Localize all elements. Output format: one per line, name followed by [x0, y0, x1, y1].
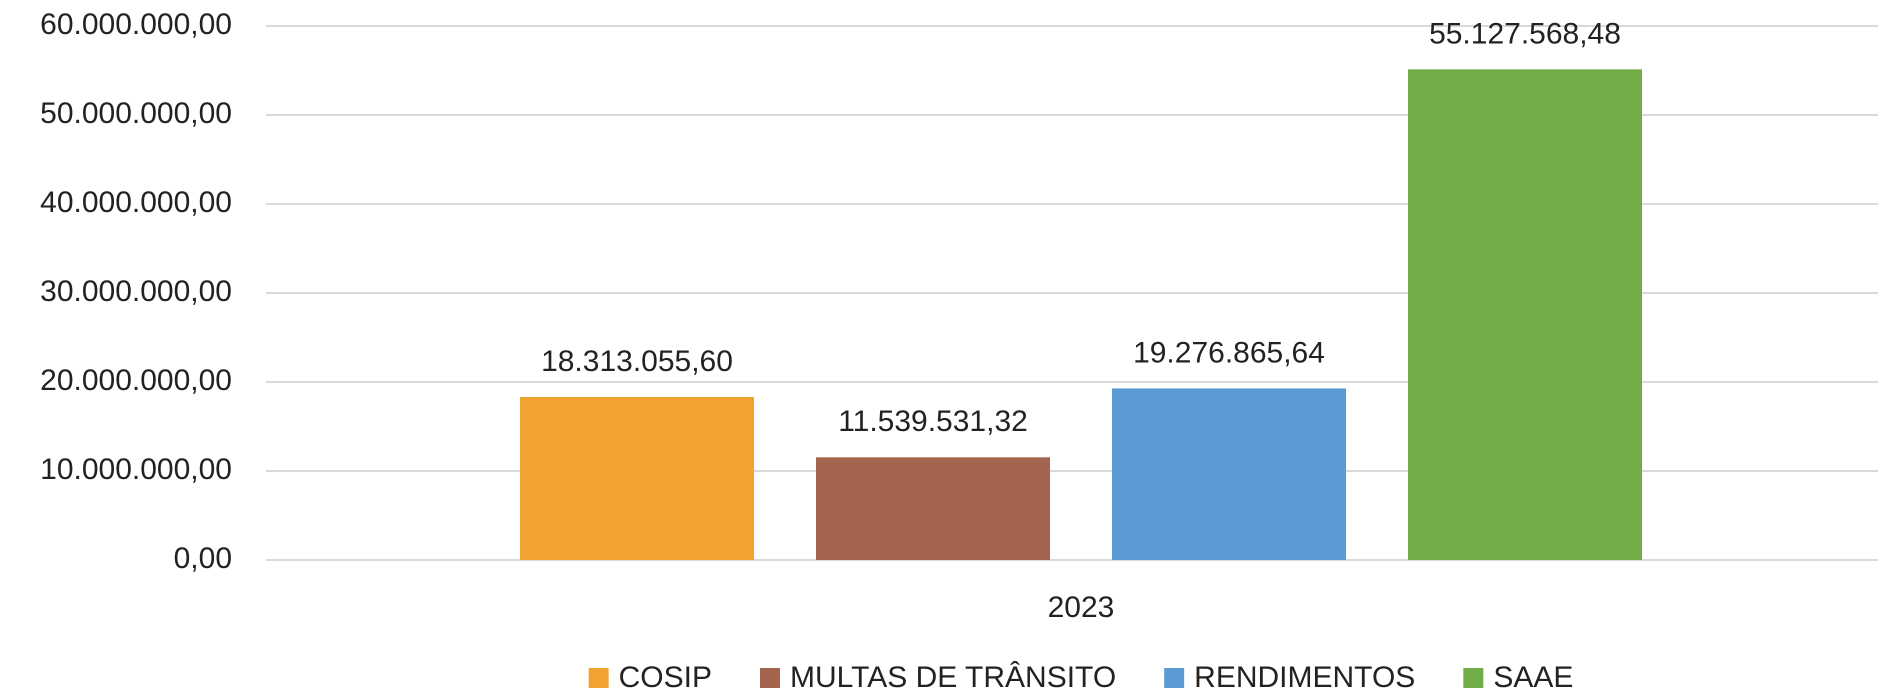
x-tick-label: 2023: [1048, 591, 1115, 624]
y-tick-label: 0,00: [174, 542, 232, 575]
bar: [1112, 388, 1346, 560]
legend-swatch: [588, 668, 609, 688]
y-tick-label: 60.000.000,00: [40, 8, 232, 41]
data-label: 55.127.568,48: [1429, 17, 1621, 50]
bar: [816, 457, 1050, 560]
legend-label: COSIP: [619, 661, 712, 693]
legend-label: MULTAS DE TRÂNSITO: [790, 661, 1116, 693]
bar: [520, 397, 754, 560]
data-label: 18.313.055,60: [541, 345, 733, 378]
legend-swatch: [1164, 668, 1185, 688]
data-label: 19.276.865,64: [1133, 336, 1325, 369]
data-label: 11.539.531,32: [838, 405, 1028, 438]
y-tick-label: 50.000.000,00: [40, 97, 232, 130]
legend-swatch: [760, 668, 780, 688]
legend-label: SAAE: [1493, 661, 1573, 693]
bar: [1408, 69, 1642, 561]
y-tick-label: 40.000.000,00: [40, 186, 232, 219]
legend-label: RENDIMENTOS: [1194, 661, 1415, 693]
y-tick-label: 30.000.000,00: [40, 275, 232, 308]
y-tick-label: 20.000.000,00: [40, 364, 232, 397]
y-tick-label: 10.000.000,00: [40, 453, 232, 486]
legend-swatch: [1463, 668, 1484, 688]
